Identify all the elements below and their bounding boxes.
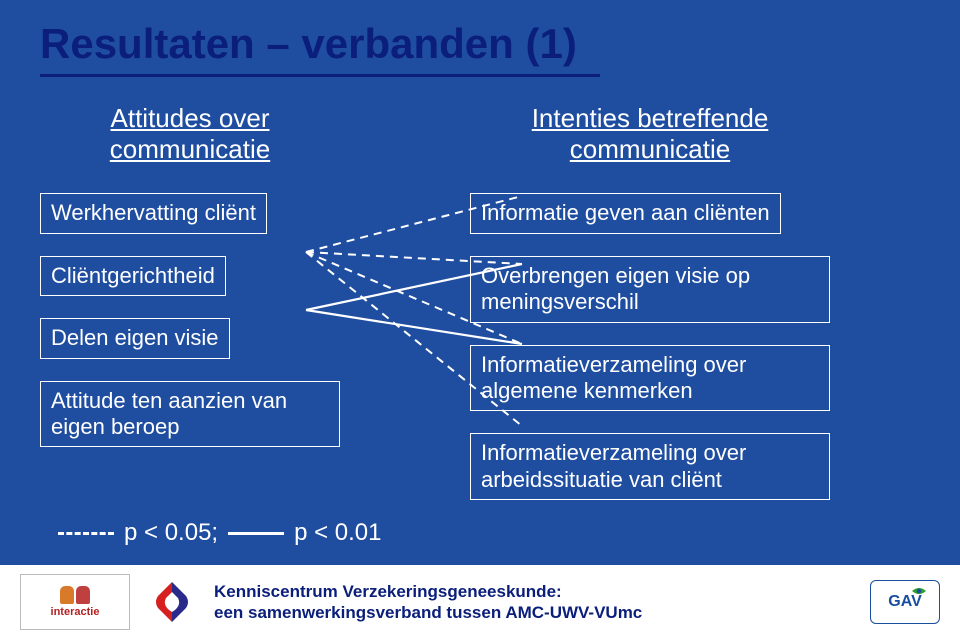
legend-solid-line-icon	[228, 532, 284, 535]
left-column: Attitudes over communicatie Werkhervatti…	[40, 103, 340, 522]
diagram-columns: Attitudes over communicatie Werkhervatti…	[40, 103, 920, 522]
right-column: Intenties betreffende communicatie Infor…	[470, 103, 830, 522]
legend-dashed-line-icon	[58, 532, 114, 535]
title-underline	[40, 74, 600, 77]
right-column-header: Intenties betreffende communicatie	[470, 103, 830, 165]
footer: interactie Kenniscentrum Verzekeringsgen…	[0, 565, 960, 639]
left-box-0: Werkhervatting cliënt	[40, 193, 267, 233]
logo-interactie-label: interactie	[51, 606, 100, 618]
right-box-1: Overbrengen eigen visie op meningsversch…	[470, 256, 830, 323]
logo-gav: GAV	[870, 580, 940, 624]
right-box-2: Informatieverzameling over algemene kenm…	[470, 345, 830, 412]
right-box-3: Informatieverzameling over arbeidssituat…	[470, 433, 830, 500]
legend-p01-label: p < 0.01	[294, 519, 381, 547]
slide-title: Resultaten – verbanden (1)	[40, 20, 920, 68]
handshake-icon	[60, 586, 90, 604]
footer-text: Kenniscentrum Verzekeringsgeneeskunde: e…	[214, 581, 642, 624]
left-box-3: Attitude ten aanzien van eigen beroep	[40, 381, 340, 448]
legend-p05-label: p < 0.05;	[124, 519, 218, 547]
left-box-1: Cliëntgerichtheid	[40, 256, 226, 296]
logo-kenniscentrum-icon	[148, 578, 196, 626]
footer-line1: Kenniscentrum Verzekeringsgeneeskunde:	[214, 581, 642, 602]
legend: p < 0.05; p < 0.01	[58, 519, 382, 547]
logo-interactie: interactie	[20, 574, 130, 630]
left-column-header: Attitudes over communicatie	[40, 103, 340, 165]
footer-line2: een samenwerkingsverband tussen AMC-UWV-…	[214, 602, 642, 623]
right-box-0: Informatie geven aan cliënten	[470, 193, 781, 233]
left-box-2: Delen eigen visie	[40, 318, 230, 358]
slide: Resultaten – verbanden (1) Attitudes ove…	[0, 0, 960, 639]
